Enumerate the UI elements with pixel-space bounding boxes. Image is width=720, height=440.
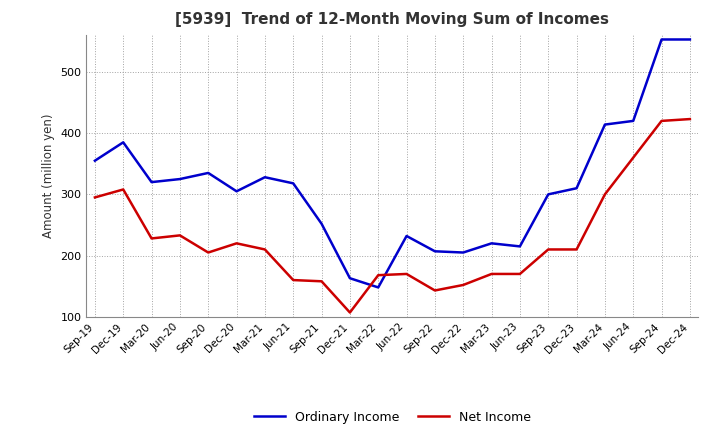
Y-axis label: Amount (million yen): Amount (million yen) xyxy=(42,114,55,238)
Net Income xyxy=(487,271,496,277)
Ordinary Income xyxy=(629,118,637,124)
Net Income xyxy=(91,195,99,200)
Net Income xyxy=(629,155,637,160)
Ordinary Income xyxy=(289,181,297,186)
Ordinary Income xyxy=(176,176,184,182)
Net Income xyxy=(516,271,524,277)
Ordinary Income xyxy=(657,37,666,42)
Net Income xyxy=(318,279,326,284)
Ordinary Income xyxy=(516,244,524,249)
Net Income xyxy=(204,250,212,255)
Net Income xyxy=(685,117,694,122)
Legend: Ordinary Income, Net Income: Ordinary Income, Net Income xyxy=(248,406,536,429)
Line: Net Income: Net Income xyxy=(95,119,690,312)
Net Income xyxy=(544,247,552,252)
Net Income xyxy=(148,236,156,241)
Ordinary Income xyxy=(91,158,99,163)
Ordinary Income xyxy=(119,139,127,145)
Net Income xyxy=(600,192,609,197)
Ordinary Income xyxy=(685,37,694,42)
Ordinary Income xyxy=(204,170,212,176)
Net Income xyxy=(346,310,354,315)
Net Income xyxy=(374,272,382,278)
Ordinary Income xyxy=(544,192,552,197)
Ordinary Income xyxy=(459,250,467,255)
Ordinary Income xyxy=(148,180,156,185)
Ordinary Income xyxy=(600,122,609,127)
Net Income xyxy=(431,288,439,293)
Ordinary Income xyxy=(402,233,411,238)
Net Income xyxy=(119,187,127,192)
Line: Ordinary Income: Ordinary Income xyxy=(95,40,690,287)
Ordinary Income xyxy=(318,221,326,227)
Ordinary Income xyxy=(346,275,354,281)
Net Income xyxy=(459,282,467,288)
Net Income xyxy=(176,233,184,238)
Ordinary Income xyxy=(374,285,382,290)
Ordinary Income xyxy=(261,175,269,180)
Net Income xyxy=(233,241,241,246)
Net Income xyxy=(261,247,269,252)
Ordinary Income xyxy=(233,189,241,194)
Net Income xyxy=(657,118,666,124)
Title: [5939]  Trend of 12-Month Moving Sum of Incomes: [5939] Trend of 12-Month Moving Sum of I… xyxy=(176,12,609,27)
Net Income xyxy=(572,247,581,252)
Net Income xyxy=(402,271,411,277)
Ordinary Income xyxy=(572,186,581,191)
Net Income xyxy=(289,278,297,283)
Ordinary Income xyxy=(487,241,496,246)
Ordinary Income xyxy=(431,249,439,254)
